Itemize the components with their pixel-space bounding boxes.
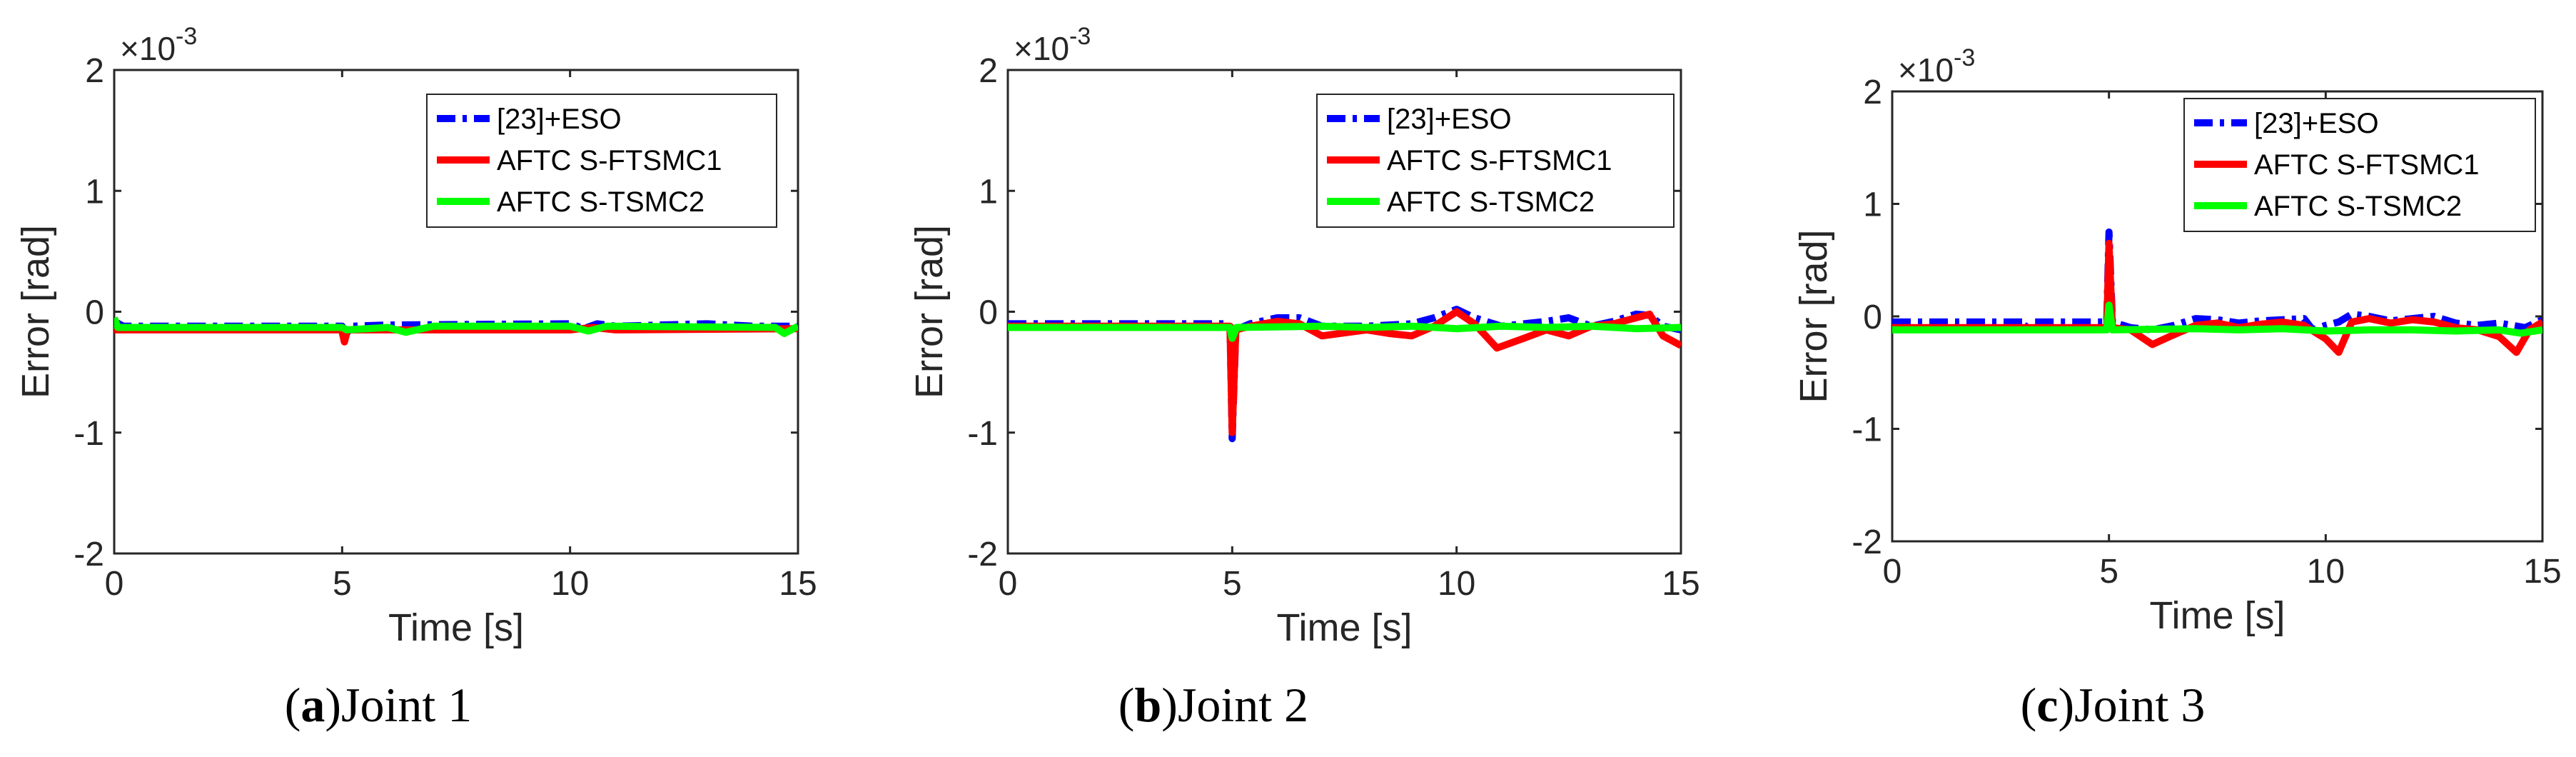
legend-label: [23]+ESO xyxy=(2254,108,2379,139)
legend: [23]+ESO AFTC S-FTSMC1 AFTC S-TSMC2 xyxy=(426,94,777,228)
caption-text: Joint 1 xyxy=(341,678,472,732)
panel-b: 0 5 10 15 -2 -1 0 1 2 ×10-3 Time [s] Error [rad] [23… xyxy=(908,23,1700,732)
x-axis-label: Time [s] xyxy=(2149,594,2285,637)
y-scale-base: ×10 xyxy=(1014,30,1069,67)
series-group xyxy=(1892,228,2542,356)
y-axis-label: Error [rad] xyxy=(14,225,57,398)
y-scale-base: ×10 xyxy=(1898,51,1954,89)
legend-label: AFTC S-FTSMC1 xyxy=(1387,145,1612,176)
y-tick-label: 0 xyxy=(979,294,998,332)
caption-text: Joint 2 xyxy=(1178,678,1308,732)
series-line-3 xyxy=(1008,322,1681,342)
x-tick-label: 0 xyxy=(105,565,124,603)
y-tick-label: 1 xyxy=(1863,186,1882,224)
y-scale-exponent: -3 xyxy=(1954,44,1975,71)
y-tick-label: 0 xyxy=(1863,299,1882,336)
series-line-3 xyxy=(1892,301,2542,337)
series-line-3 xyxy=(114,316,798,337)
legend-label: AFTC S-TSMC2 xyxy=(497,186,704,218)
y-tick-label: 0 xyxy=(85,294,104,332)
y-axis-label: Error [rad] xyxy=(908,225,951,398)
panel-caption: (c)Joint 3 xyxy=(2021,678,2206,732)
y-tick-label: 2 xyxy=(1863,74,1882,111)
legend: [23]+ESO AFTC S-FTSMC1 AFTC S-TSMC2 xyxy=(2183,98,2536,232)
caption-letter: b xyxy=(1134,678,1161,732)
x-tick-label: 10 xyxy=(2307,553,2345,591)
y-scale-label: ×10-3 xyxy=(1014,23,1091,67)
legend-label: AFTC S-FTSMC1 xyxy=(497,145,722,176)
y-tick-label: -2 xyxy=(74,536,104,573)
panel-c: 0 5 10 15 -2 -1 0 1 2 ×10-3 Time [s] Error [rad] [23… xyxy=(1792,44,2562,732)
x-axis-label: Time [s] xyxy=(1276,606,1412,649)
caption-paren-close: ) xyxy=(325,678,341,732)
x-tick-label: 15 xyxy=(2523,553,2561,591)
caption-letter: a xyxy=(300,678,325,732)
caption-paren-close: ) xyxy=(1161,678,1178,732)
series-group xyxy=(114,316,798,346)
x-tick-label: 15 xyxy=(1662,565,1699,603)
x-tick-label: 5 xyxy=(2099,553,2118,591)
y-axis-label: Error [rad] xyxy=(1792,229,1835,403)
y-tick-label: 1 xyxy=(85,173,104,211)
legend-label: AFTC S-FTSMC1 xyxy=(2254,149,2480,181)
x-tick-label: 0 xyxy=(999,565,1018,603)
legend-label: [23]+ESO xyxy=(1387,104,1512,135)
y-tick-label: 1 xyxy=(979,173,998,211)
legend: [23]+ESO AFTC S-FTSMC1 AFTC S-TSMC2 xyxy=(1316,94,1675,228)
y-scale-label: ×10-3 xyxy=(1898,44,1975,89)
y-tick-label: -2 xyxy=(1852,523,1882,561)
caption-paren-close: ) xyxy=(2058,678,2074,732)
caption-letter: c xyxy=(2036,678,2058,732)
y-tick-label: -1 xyxy=(1852,411,1882,449)
x-tick-label: 5 xyxy=(1223,565,1242,603)
series-group xyxy=(1008,306,1681,443)
caption-paren-open: ( xyxy=(285,678,301,732)
panel-a: 0 5 10 15 -2 -1 0 1 2 ×10-3 Time [s] Error [rad] [23… xyxy=(14,23,817,732)
caption-paren-open: ( xyxy=(2021,678,2037,732)
caption-paren-open: ( xyxy=(1118,678,1135,732)
panel-caption: (a)Joint 1 xyxy=(285,678,473,732)
legend-label: AFTC S-TSMC2 xyxy=(2254,191,2462,222)
y-scale-label: ×10-3 xyxy=(120,23,197,67)
x-axis-label: Time [s] xyxy=(388,606,524,649)
y-scale-exponent: -3 xyxy=(1069,23,1091,50)
y-tick-label: 2 xyxy=(85,52,104,90)
y-tick-label: -2 xyxy=(967,536,998,573)
legend-label: [23]+ESO xyxy=(497,104,622,135)
y-tick-label: -1 xyxy=(967,415,998,453)
y-tick-label: -1 xyxy=(74,415,104,453)
y-scale-base: ×10 xyxy=(120,30,176,67)
y-tick-label: 2 xyxy=(979,52,998,90)
x-tick-label: 10 xyxy=(1438,565,1475,603)
legend-label: AFTC S-TSMC2 xyxy=(1387,186,1595,218)
x-tick-label: 0 xyxy=(1883,553,1902,591)
caption-text: Joint 3 xyxy=(2074,678,2205,732)
x-tick-label: 15 xyxy=(779,565,817,603)
y-scale-exponent: -3 xyxy=(176,23,197,50)
x-tick-label: 5 xyxy=(333,565,352,603)
x-tick-label: 10 xyxy=(551,565,589,603)
panel-caption: (b)Joint 2 xyxy=(1118,678,1308,732)
